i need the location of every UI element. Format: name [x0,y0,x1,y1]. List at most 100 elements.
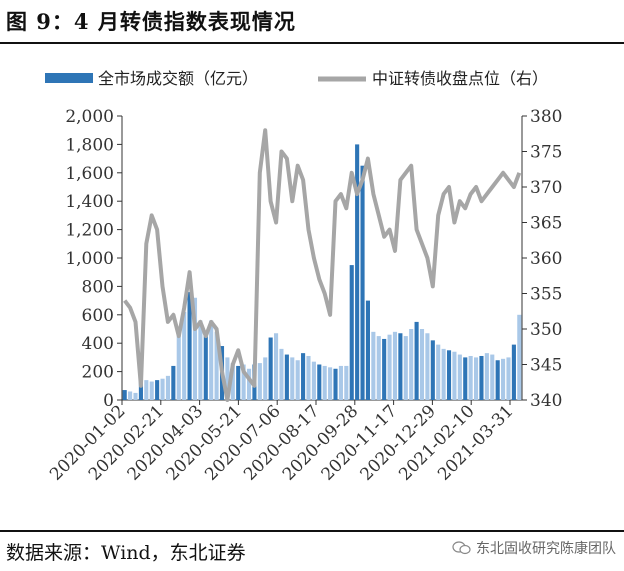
bar [149,381,154,400]
bar [187,292,192,400]
right-tick-label: 375 [530,143,562,163]
bar [214,331,219,400]
bar [317,364,322,400]
left-tick-label: 1,600 [65,164,114,184]
bar [284,354,289,400]
bar [360,165,365,400]
bar [128,391,133,400]
bar [484,353,489,400]
bar [295,360,300,400]
bar [419,329,425,400]
right-tick-label: 370 [530,178,562,198]
bar [279,348,284,400]
bar [203,336,208,400]
bar [192,297,198,400]
bar [225,357,230,400]
chart: 全市场成交额（亿元） 中证转债收盘点位（右） 0 200 400 600 800 1,00… [45,69,562,485]
bar [160,378,165,400]
legend-bar-swatch [45,73,93,83]
left-tick-label: 1,200 [65,221,114,241]
left-tick-label: 1,400 [65,192,114,212]
bar [490,354,495,400]
right-tick-label: 350 [530,320,562,340]
bar [501,358,506,400]
bar [436,344,441,400]
bar [376,336,381,400]
right-tick-label: 365 [530,214,562,234]
bar [209,320,214,400]
bar [392,331,398,400]
left-tick-label: 1,000 [65,249,114,269]
bar [301,353,306,400]
bar [425,333,430,400]
bar [241,364,246,400]
watermark-text: 东北固收研究陈康团队 [476,541,616,557]
bar [506,357,511,400]
right-tick-label: 360 [530,249,562,269]
wechat-icon [452,541,471,555]
bar [349,265,354,400]
bar [246,368,252,400]
bar [387,334,392,400]
bar [365,300,370,400]
bar [144,380,149,400]
left-tick-label: 0 [103,391,114,411]
bar [495,360,500,400]
right-tick-label: 345 [530,356,562,376]
bar [290,357,295,400]
index-line [123,128,522,402]
bar [398,333,403,400]
bar [430,340,435,400]
bar [371,331,376,400]
bar [474,357,479,400]
legend-line-label: 中证转债收盘点位（右） [372,69,548,88]
bar [274,333,279,400]
line-series [123,128,522,402]
bar [263,357,268,400]
bar [511,344,516,400]
left-tick-label: 1,800 [65,135,114,155]
bar [165,375,170,400]
bar [155,380,160,400]
bar [138,381,143,400]
left-tick-label: 800 [82,277,114,297]
right-tick-label: 355 [530,285,562,305]
bar [403,336,408,400]
bar [268,337,273,400]
bar [306,355,311,400]
bar [382,338,387,400]
bar [333,368,338,400]
bar [236,365,241,400]
bar [468,355,473,400]
source-note: 数据来源：Wind，东北证券 [6,542,246,564]
bar-series [122,144,522,400]
footer-rule [0,530,624,532]
legend-bar-label: 全市场成交额（亿元） [98,69,258,88]
bar [198,320,203,400]
bar [230,363,235,400]
bar [344,365,349,400]
bar [446,350,452,400]
bar [133,392,138,400]
figure-title: 图 9：4 月转债指数表现情况 [6,9,296,34]
bar [322,365,327,400]
bar [479,355,484,400]
bar [441,348,446,400]
left-tick-label: 200 [82,363,114,383]
bar [517,314,522,400]
bar [457,354,462,400]
bar [182,311,187,400]
right-tick-label: 380 [530,107,562,127]
watermark: 东北固收研究陈康团队 [452,538,616,558]
title-rule [0,42,624,44]
bar [414,321,419,400]
bar [311,361,316,400]
bar [338,365,343,400]
left-tick-label: 400 [82,334,114,354]
left-tick-label: 2,000 [65,107,114,127]
bar [122,390,127,400]
bar [328,367,333,400]
bar [463,357,468,400]
bar [257,363,262,400]
bar [409,329,414,400]
